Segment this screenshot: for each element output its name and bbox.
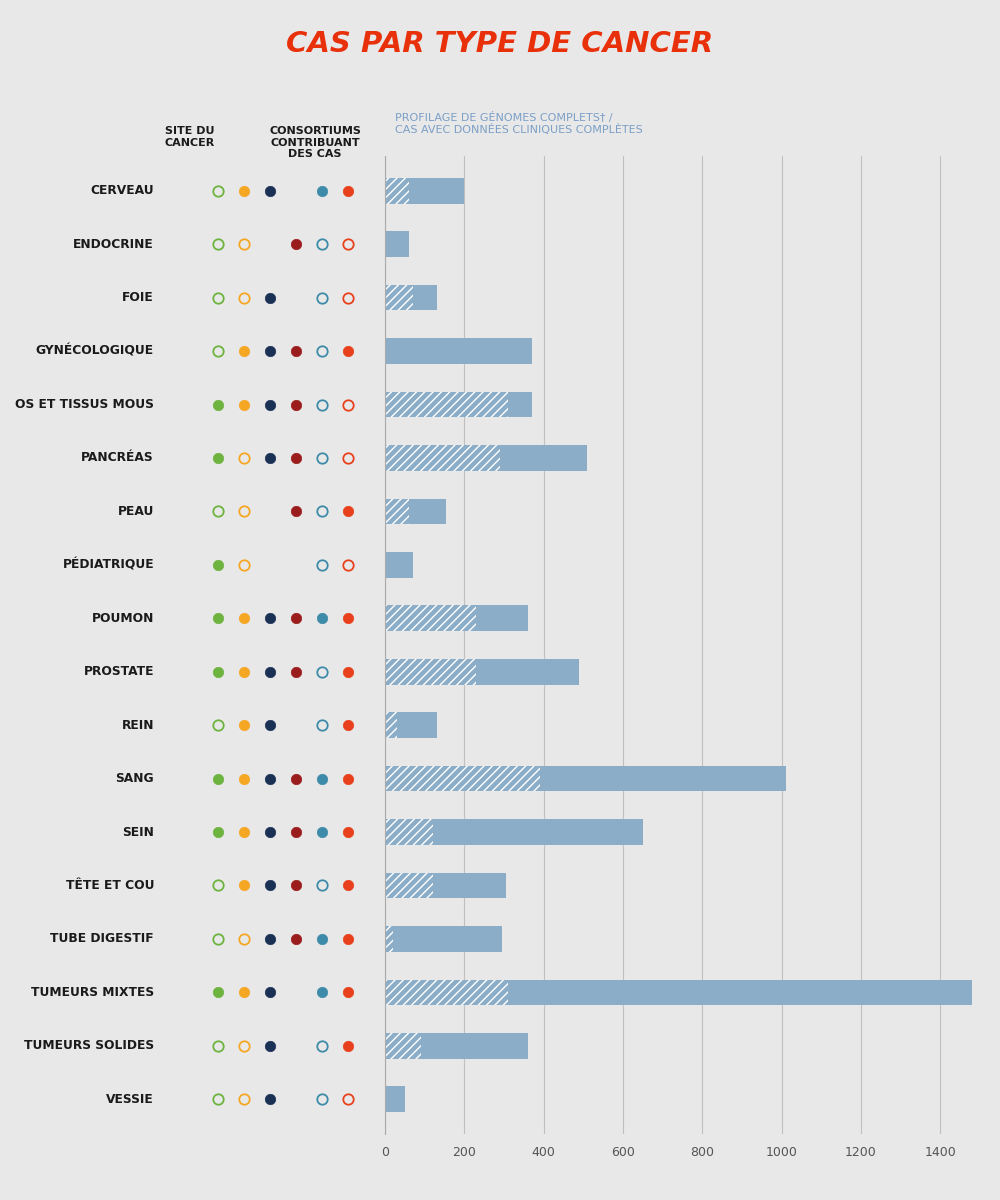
Bar <box>385 926 393 952</box>
Bar <box>385 391 532 418</box>
Bar <box>385 820 433 845</box>
Bar <box>385 178 409 204</box>
Bar <box>385 445 500 470</box>
Bar <box>385 872 506 899</box>
Bar <box>385 606 528 631</box>
Bar <box>385 766 540 792</box>
Text: REIN: REIN <box>122 719 154 732</box>
Bar <box>385 766 786 792</box>
Text: FOIE: FOIE <box>122 292 154 304</box>
Text: SEIN: SEIN <box>122 826 154 839</box>
Text: TUMEURS SOLIDES: TUMEURS SOLIDES <box>24 1039 154 1052</box>
Bar <box>385 979 508 1006</box>
Bar <box>385 872 433 899</box>
Text: SITE DU
CANCER: SITE DU CANCER <box>165 126 215 148</box>
Bar <box>385 820 643 845</box>
Text: CONSORTIUMS
CONTRIBUANT
DES CAS: CONSORTIUMS CONTRIBUANT DES CAS <box>269 126 361 160</box>
Text: PROFILAGE DE GÉNOMES COMPLETS† /
CAS AVEC DONNÉES CLINIQUES COMPLÈTES: PROFILAGE DE GÉNOMES COMPLETS† / CAS AVE… <box>395 112 643 136</box>
Text: PEAU: PEAU <box>118 505 154 518</box>
Text: ENDOCRINE: ENDOCRINE <box>73 238 154 251</box>
Bar <box>385 926 502 952</box>
Bar <box>385 498 409 524</box>
Bar <box>385 552 413 577</box>
Bar <box>385 659 579 684</box>
Text: POUMON: POUMON <box>92 612 154 625</box>
Text: PROSTATE: PROSTATE <box>84 665 154 678</box>
Bar <box>385 606 476 631</box>
Text: CERVEAU: CERVEAU <box>90 185 154 197</box>
Bar <box>385 1086 405 1112</box>
Bar <box>385 1033 528 1058</box>
Text: GYNÉCOLOGIQUE: GYNÉCOLOGIQUE <box>36 344 154 358</box>
Text: SANG: SANG <box>115 772 154 785</box>
Text: PANCRÉAS: PANCRÉAS <box>81 451 154 464</box>
Bar <box>385 338 532 364</box>
Bar <box>385 713 397 738</box>
Text: PÉDIATRIQUE: PÉDIATRIQUE <box>62 558 154 571</box>
Bar <box>385 498 446 524</box>
Bar <box>385 979 972 1006</box>
Bar <box>385 284 437 311</box>
Bar <box>385 391 508 418</box>
Text: OS ET TISSUS MOUS: OS ET TISSUS MOUS <box>15 398 154 412</box>
Bar <box>385 445 587 470</box>
Text: CAS PAR TYPE DE CANCER: CAS PAR TYPE DE CANCER <box>286 30 714 58</box>
Text: VESSIE: VESSIE <box>106 1093 154 1105</box>
Bar <box>385 284 413 311</box>
Bar <box>385 178 464 204</box>
Text: TUBE DIGESTIF: TUBE DIGESTIF <box>50 932 154 946</box>
Bar <box>385 1033 421 1058</box>
Text: TÊTE ET COU: TÊTE ET COU <box>66 878 154 892</box>
Bar <box>385 659 476 684</box>
Bar <box>385 713 437 738</box>
Bar <box>385 232 409 257</box>
Text: TUMEURS MIXTES: TUMEURS MIXTES <box>31 986 154 998</box>
